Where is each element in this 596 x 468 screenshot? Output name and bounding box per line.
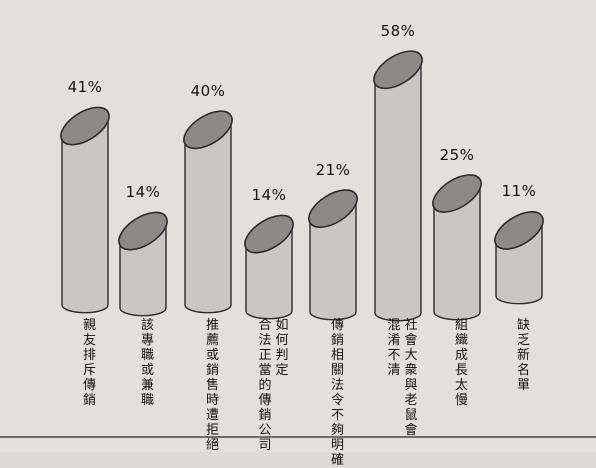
category-label: 推 薦 或 銷 售 時 遭 拒 絕 xyxy=(206,318,220,453)
category-label-line: 社 會 大 衆 與 老 鼠 會 xyxy=(404,318,418,438)
cylinder-body xyxy=(309,202,357,321)
category-label-line: 混 淆 不 清 xyxy=(387,318,401,378)
category-label: 組 織 成 長 太 慢 xyxy=(455,318,469,408)
cylinder-top xyxy=(60,106,110,146)
category-label-line: 推 薦 或 銷 售 時 遭 拒 絕 xyxy=(205,318,219,453)
category-label-line: 親 友 排 斥 傳 銷 xyxy=(82,318,96,408)
cylinder-chart xyxy=(60,50,544,322)
cylinder-bar xyxy=(308,189,358,321)
cylinder-top xyxy=(183,110,233,150)
category-label: 社 會 大 衆 與 老 鼠 會混 淆 不 清 xyxy=(387,318,418,438)
value-label: 58% xyxy=(380,21,416,40)
category-label-line: 合 法 正 當 的 傳 銷 公 司 xyxy=(258,318,272,453)
cylinder-top xyxy=(244,214,294,254)
cylinder-top xyxy=(118,211,168,251)
cylinder-body xyxy=(374,63,422,322)
value-label: 25% xyxy=(439,145,475,164)
cylinder-body xyxy=(184,123,232,314)
cylinder-bar xyxy=(432,174,482,321)
value-label: 14% xyxy=(125,183,161,202)
category-label-line: 如 何 判 定 xyxy=(275,318,289,378)
cylinder-body xyxy=(433,187,481,321)
category-label: 該 專 職 或 兼 職 xyxy=(141,318,155,408)
value-label: 14% xyxy=(251,186,287,205)
cylinder-bar xyxy=(494,211,544,305)
cylinder-bar xyxy=(183,110,233,314)
value-label: 11% xyxy=(501,182,537,201)
cylinder-bar xyxy=(118,211,168,317)
cylinder-top xyxy=(373,50,423,90)
chart-figure: 41% 親 友 排 斥 傳 銷 14% 該 專 職 或 兼 職 40% 推 薦 或 銷 售… xyxy=(0,21,596,468)
category-label: 傳 銷 相 關 法 令 不 夠 明 確 xyxy=(331,318,345,468)
value-label: 41% xyxy=(67,78,103,97)
category-label: 缺 乏 新 名 單 xyxy=(517,318,531,393)
category-label-line: 該 專 職 或 兼 職 xyxy=(140,318,154,408)
category-label: 親 友 排 斥 傳 銷 xyxy=(83,318,97,408)
cylinder-top xyxy=(432,174,482,213)
cylinder-top xyxy=(494,211,544,250)
category-label-line: 傳 銷 相 關 法 令 不 夠 明 確 xyxy=(330,318,344,468)
cylinder-bar xyxy=(373,50,423,322)
category-label: 如 何 判 定合 法 正 當 的 傳 銷 公 司 xyxy=(258,318,289,453)
cylinder-body xyxy=(61,119,109,314)
cylinder-bar xyxy=(244,214,294,320)
cylinder-top xyxy=(308,189,358,229)
cylinder-bar xyxy=(60,106,110,314)
category-label-line: 缺 乏 新 名 單 xyxy=(516,318,530,393)
value-label: 21% xyxy=(315,160,351,179)
category-label-line: 組 織 成 長 太 慢 xyxy=(454,318,468,408)
value-label: 40% xyxy=(190,81,226,100)
